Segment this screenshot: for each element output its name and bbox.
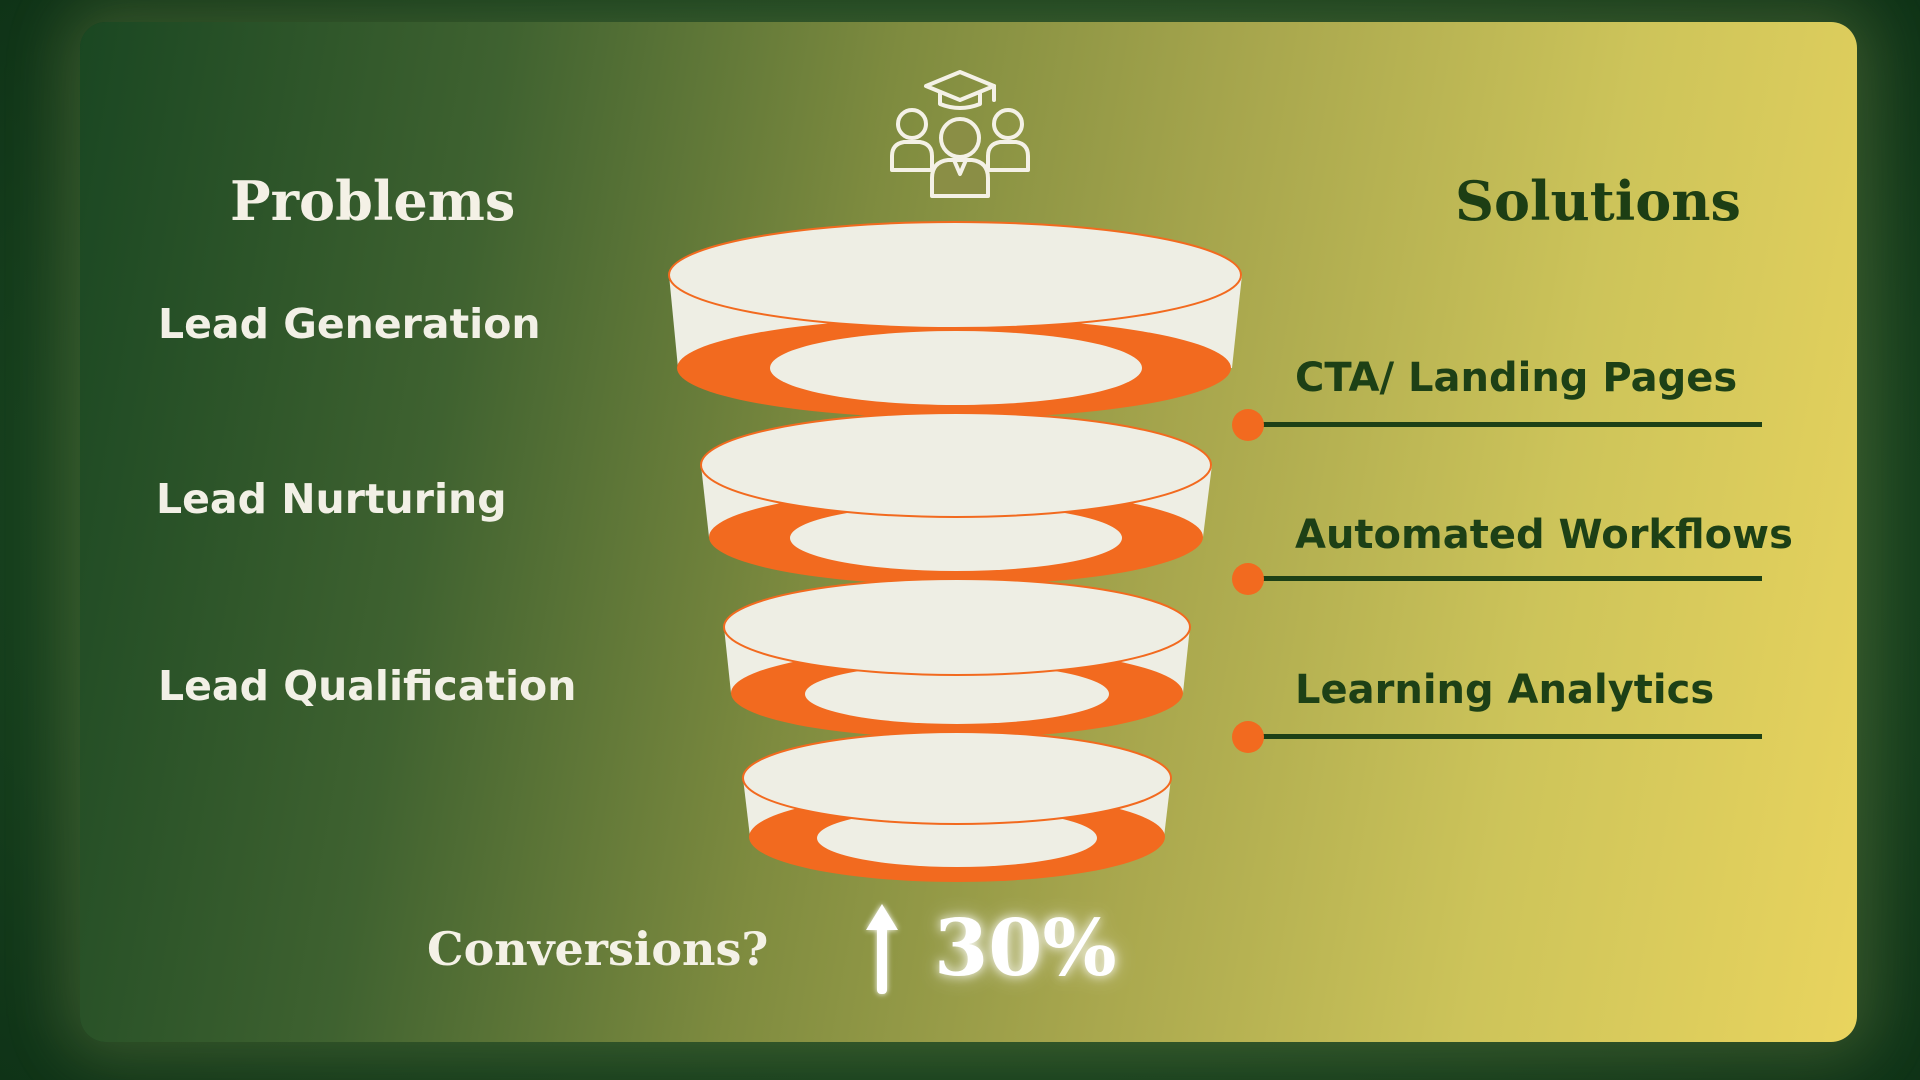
conversion-increase-value: 30%: [934, 903, 1117, 994]
solution-item-automated-workflows: Automated Workflows: [1295, 512, 1793, 558]
solution-bullet-dot: [1232, 721, 1264, 753]
funnel-tier-2: [700, 412, 1212, 585]
funnel-tier-4: [742, 731, 1172, 882]
solution-item-learning-analytics: Learning Analytics: [1295, 667, 1715, 713]
solution-bullet-dot: [1232, 409, 1264, 441]
problem-item-lead-generation: Lead Generation: [158, 300, 541, 348]
funnel-tier-1: [668, 221, 1242, 418]
problem-item-lead-qualification: Lead Qualification: [158, 662, 577, 710]
problem-item-lead-nurturing: Lead Nurturing: [156, 475, 507, 523]
problems-heading: Problems: [230, 169, 516, 233]
solution-underline: [1250, 734, 1762, 739]
up-arrow-icon: [866, 904, 898, 994]
conversions-label: Conversions?: [427, 922, 769, 976]
solutions-heading: Solutions: [1455, 169, 1741, 233]
solution-underline: [1250, 576, 1762, 581]
solution-item-cta-landing-pages: CTA/ Landing Pages: [1295, 355, 1738, 401]
students-graduation-cap-icon: [890, 70, 1030, 198]
funnel-tier-3: [723, 578, 1191, 738]
solution-underline: [1250, 422, 1762, 427]
solution-bullet-dot: [1232, 563, 1264, 595]
